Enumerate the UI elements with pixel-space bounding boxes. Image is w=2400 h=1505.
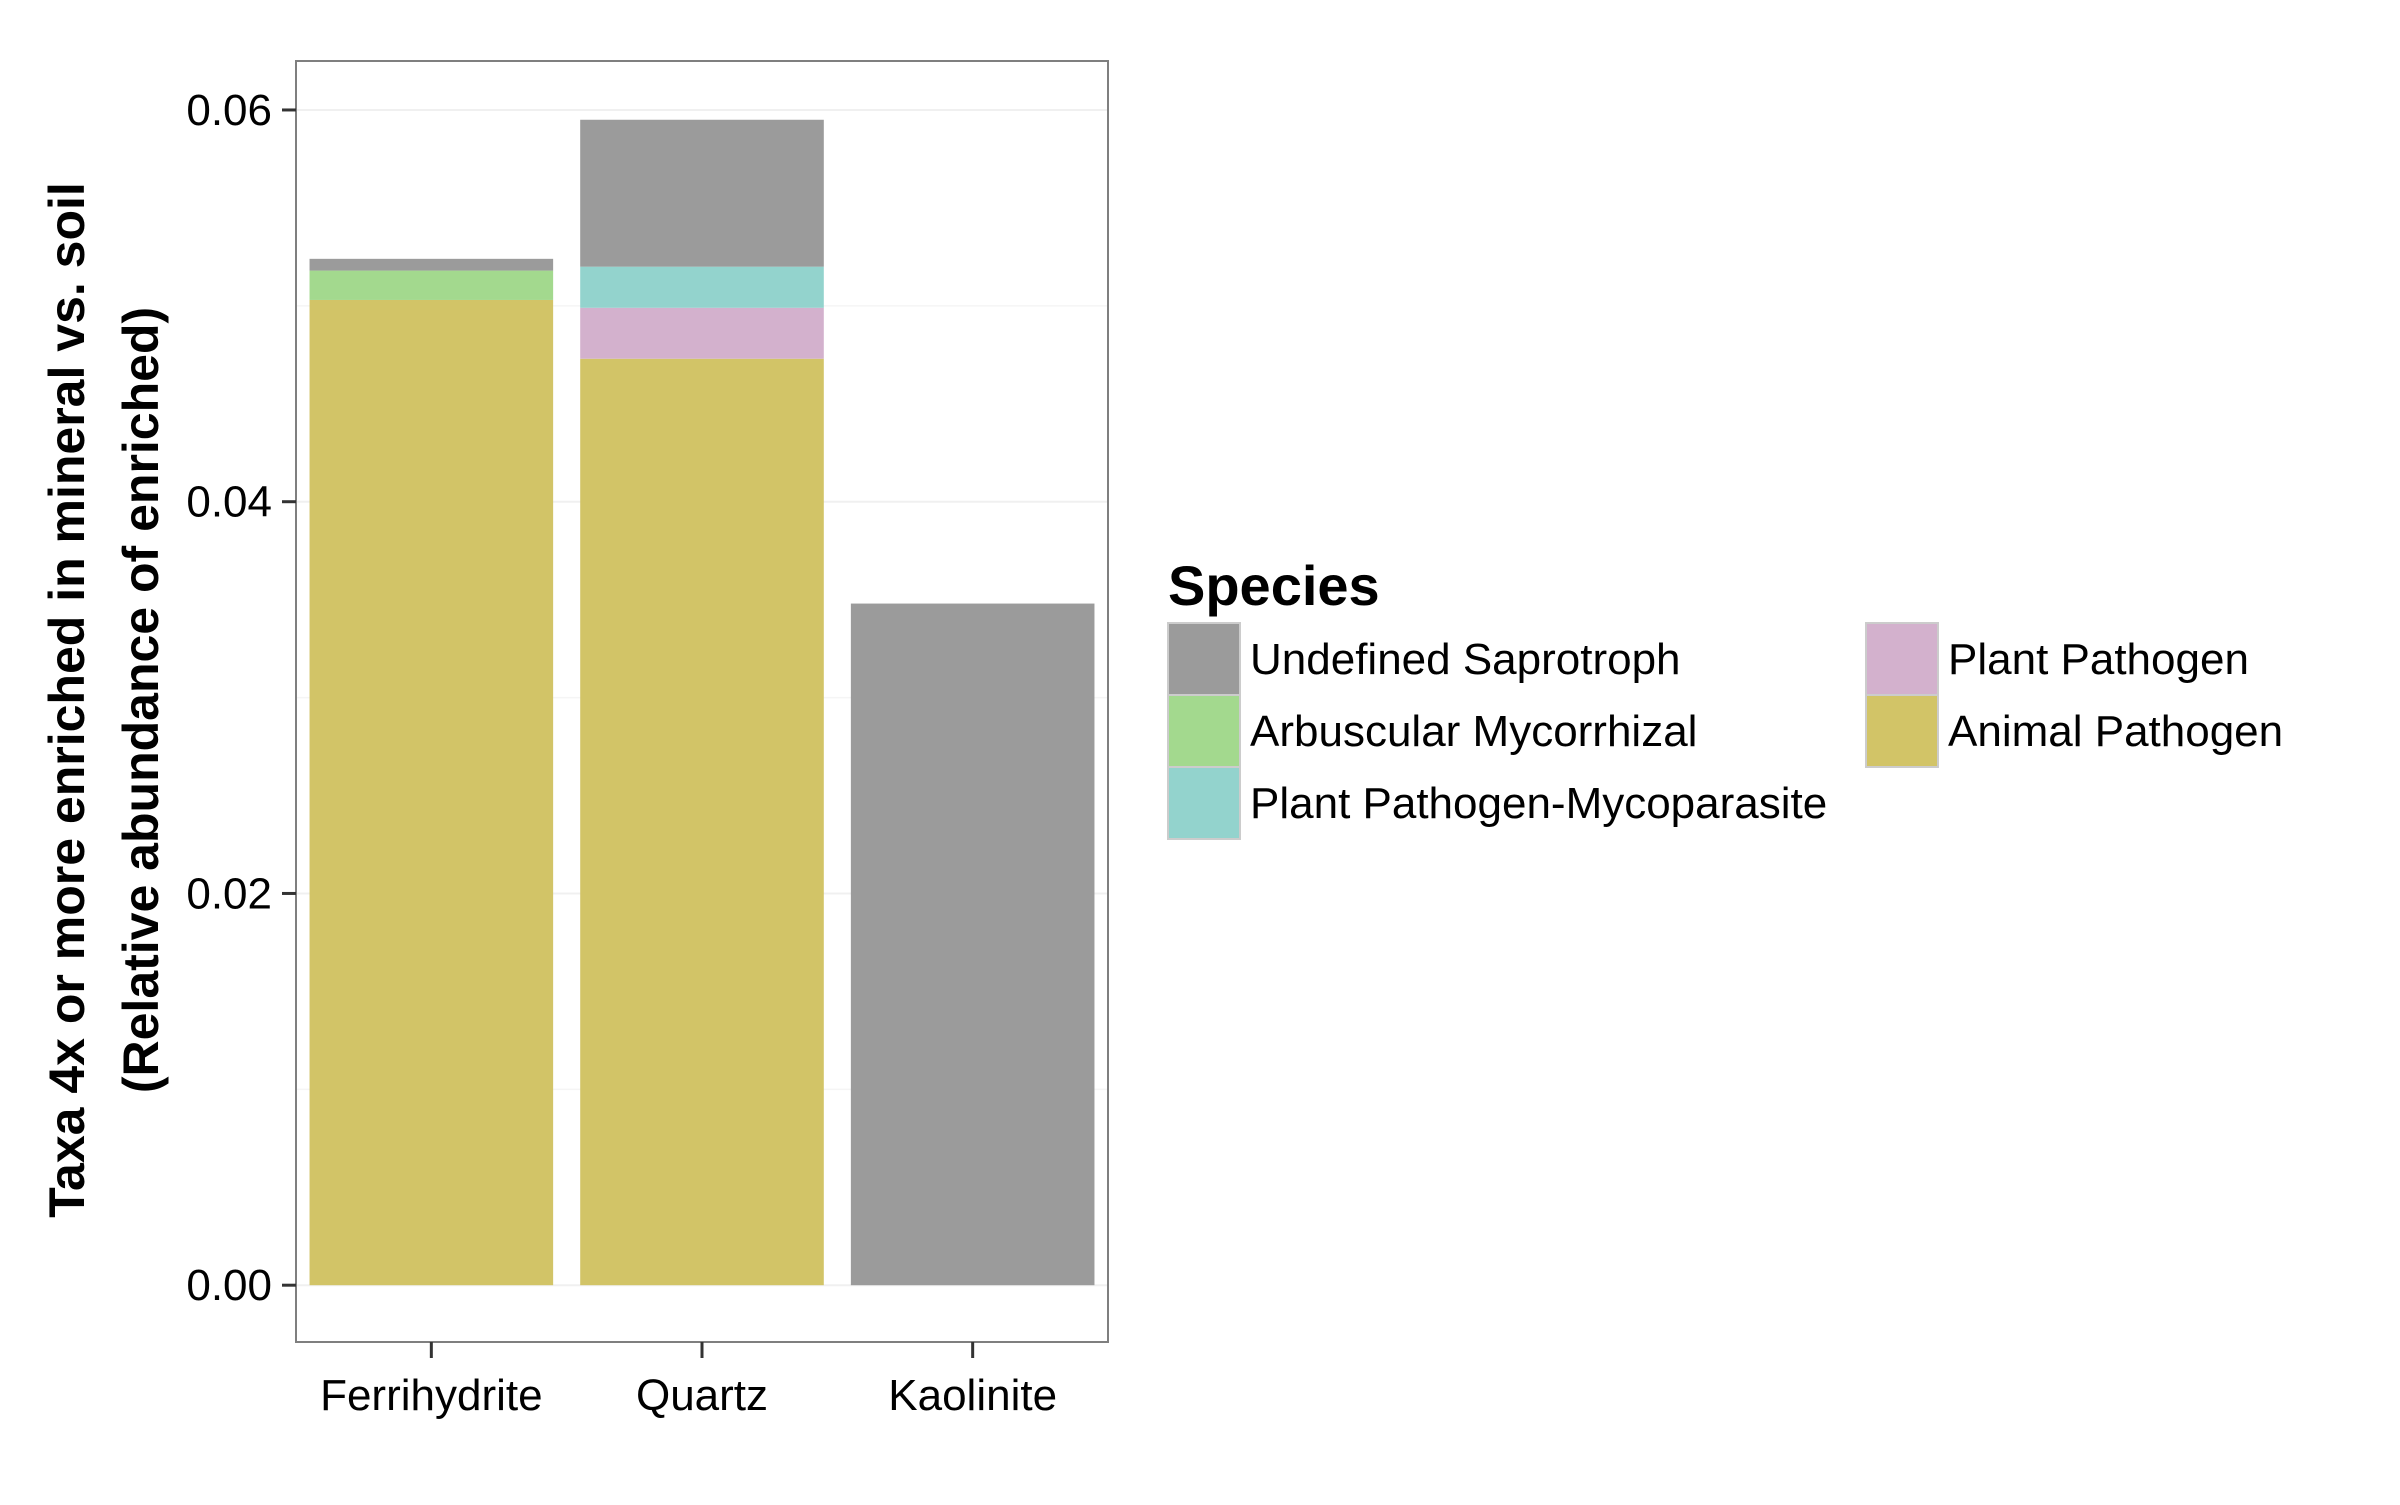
bar-kaolinite-undefined-saprotroph <box>850 603 1095 1286</box>
y-axis-title-line-1: Taxa 4x or more enriched in mineral vs. … <box>39 182 95 1218</box>
y-axis-title-line-2: (Relative abundance of enriched) <box>113 307 169 1093</box>
bar-ferrihydrite-animal-pathogen <box>309 299 554 1286</box>
bars <box>309 119 1095 1286</box>
bar-quartz-undefined-saprotroph <box>580 119 824 267</box>
bar-ferrihydrite-undefined-saprotroph <box>309 258 554 271</box>
y-tick-label: 0.06 <box>186 86 272 135</box>
legend: Species Undefined Saprotroph Arbuscular M… <box>1167 554 2283 840</box>
x-tick-label: Kaolinite <box>888 1371 1057 1420</box>
bar-quartz-plant-pathogen-mycoparasite <box>580 266 824 308</box>
y-tick-label: 0.00 <box>186 1261 272 1310</box>
legend-key-arbuscular-mycorrhizal <box>1167 694 1241 768</box>
legend-label-animal-pathogen: Animal Pathogen <box>1948 707 2283 756</box>
legend-title: Species <box>1168 554 1380 617</box>
y-axis: 0.00 0.02 0.04 0.06 <box>186 86 296 1310</box>
x-tick-label: Ferrihydrite <box>320 1371 543 1420</box>
legend-label-undefined-saprotroph: Undefined Saprotroph <box>1250 635 1681 684</box>
legend-key-plant-pathogen-mycoparasite <box>1167 766 1241 840</box>
y-tick-label: 0.04 <box>186 478 272 527</box>
bar-ferrihydrite-arbuscular-mycorrhizal <box>309 270 554 300</box>
x-axis: Ferrihydrite Quartz Kaolinite <box>320 1342 1057 1420</box>
y-tick-label: 0.02 <box>186 869 272 918</box>
legend-label-plant-pathogen: Plant Pathogen <box>1948 635 2249 684</box>
legend-label-plant-pathogen-mycoparasite: Plant Pathogen-Mycoparasite <box>1250 779 1827 828</box>
bar-quartz-plant-pathogen <box>580 307 824 359</box>
plot-panel <box>295 60 1109 1343</box>
x-tick-label: Quartz <box>636 1371 768 1420</box>
y-axis-title: Taxa 4x or more enriched in mineral vs. … <box>39 182 169 1218</box>
legend-items: Undefined Saprotroph Arbuscular Mycorrhiz… <box>1167 622 2283 840</box>
legend-key-animal-pathogen <box>1865 694 1939 768</box>
bar-quartz-animal-pathogen <box>580 358 824 1286</box>
legend-key-undefined-saprotroph <box>1167 622 1241 696</box>
legend-label-arbuscular-mycorrhizal: Arbuscular Mycorrhizal <box>1250 707 1697 756</box>
legend-key-plant-pathogen <box>1865 622 1939 696</box>
